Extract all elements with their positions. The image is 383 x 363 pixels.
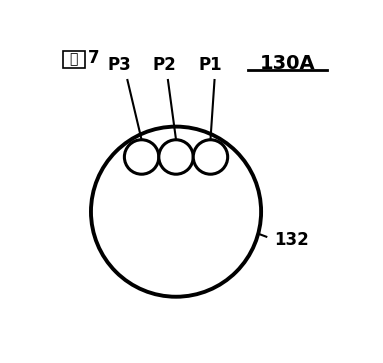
Text: P2: P2 xyxy=(152,56,176,74)
Circle shape xyxy=(193,140,228,174)
Circle shape xyxy=(124,140,159,174)
Text: 130A: 130A xyxy=(260,54,315,73)
Text: 7: 7 xyxy=(88,49,100,67)
Text: P1: P1 xyxy=(199,56,222,74)
Text: P3: P3 xyxy=(108,56,131,74)
Text: 132: 132 xyxy=(274,231,309,249)
Circle shape xyxy=(159,140,193,174)
FancyBboxPatch shape xyxy=(62,51,85,68)
Text: 図: 図 xyxy=(70,52,78,66)
